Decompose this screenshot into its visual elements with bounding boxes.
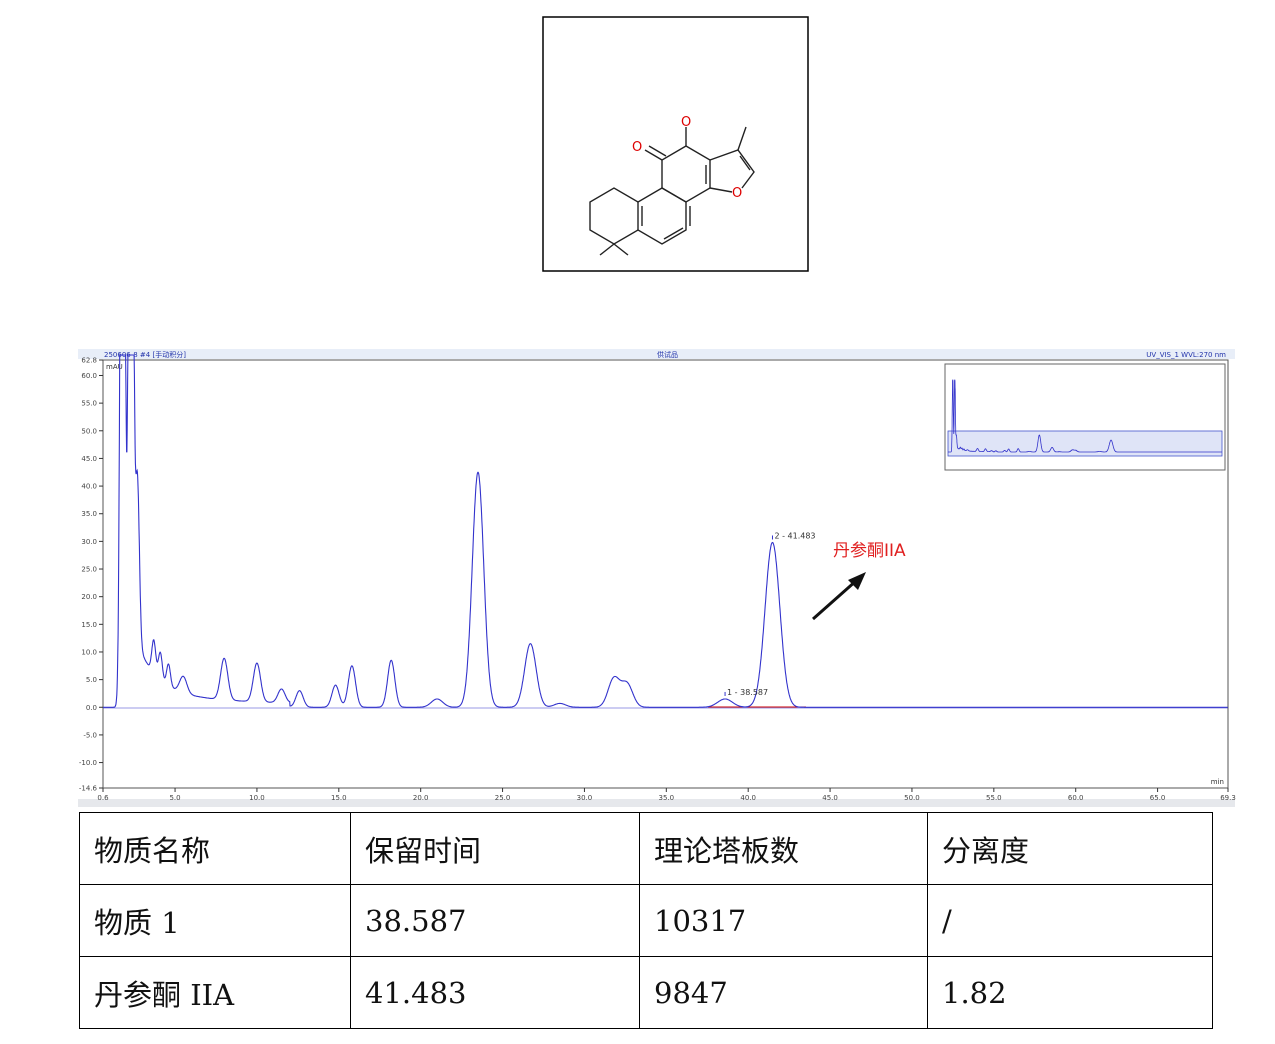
x-tick-label: 55.0 — [986, 794, 1002, 802]
cell: 丹参酮 IIA — [79, 956, 351, 1029]
overview-inset[interactable] — [944, 363, 1226, 471]
chrom-header-center: 供试品 — [657, 350, 678, 359]
cell: 10317 — [639, 884, 928, 957]
peak-label: 1 - 38.587 — [727, 688, 768, 697]
peak-label: 2 - 41.483 — [774, 531, 815, 540]
x-tick-label: 45.0 — [822, 794, 838, 802]
x-tick-label: 60.0 — [1068, 794, 1084, 802]
y-tick-label: 50.0 — [81, 427, 97, 435]
cell: 9847 — [639, 956, 928, 1029]
y-tick-label: -10.0 — [79, 759, 97, 767]
chrom-header-right: UV_VIS_1 WVL:270 nm — [1146, 351, 1226, 359]
header-cell: 物质名称 — [79, 812, 351, 885]
chrom-header-left: 250606-8 #4 [手动积分] — [104, 350, 186, 359]
y-tick-label: 35.0 — [81, 510, 97, 518]
y-tick-label: 10.0 — [81, 648, 97, 656]
header-cell: 理论塔板数 — [639, 812, 928, 885]
atom-label: O — [681, 115, 691, 130]
y-tick-label: -5.0 — [83, 731, 97, 739]
table-header-row: 物质名称 保留时间 理论塔板数 分离度 — [79, 812, 1213, 885]
y-tick-label: 40.0 — [81, 483, 97, 491]
y-tick-label: 25.0 — [81, 566, 97, 574]
chromatogram: 250606-8 #4 [手动积分] 供试品 UV_VIS_1 WVL:270 … — [78, 349, 1236, 807]
x-tick-label: 15.0 — [331, 794, 347, 802]
y-tick-label: 15.0 — [81, 621, 97, 629]
peak-annotation: 丹参酮IIA — [833, 541, 906, 561]
atom-label: O — [732, 186, 742, 201]
y-tick-label: 0.0 — [86, 704, 97, 712]
x-tick-label: 5.0 — [169, 794, 180, 802]
x-tick-label: 20.0 — [413, 794, 429, 802]
header-cell: 保留时间 — [350, 812, 640, 885]
atom-label: O — [632, 140, 642, 155]
chromatogram-trace — [103, 354, 1228, 708]
y-tick-label: 5.0 — [86, 676, 97, 684]
y-tick-label: 45.0 — [81, 455, 97, 463]
y-tick-label: 60.0 — [81, 372, 97, 380]
cell: 1.82 — [927, 956, 1213, 1029]
x-tick-label: 69.3 — [1220, 794, 1236, 802]
table-row: 丹参酮 IIA 41.483 9847 1.82 — [79, 956, 1213, 1029]
y-tick-label: 55.0 — [81, 400, 97, 408]
y-unit: mAU — [106, 363, 123, 371]
x-tick-label: 35.0 — [659, 794, 675, 802]
x-tick-label: 40.0 — [740, 794, 756, 802]
x-unit: min — [1211, 778, 1224, 786]
y-tick-label: 20.0 — [81, 593, 97, 601]
x-tick-label: 30.0 — [577, 794, 593, 802]
y-tick-label: 62.8 — [81, 357, 97, 365]
y-tick-label: -14.6 — [79, 785, 98, 793]
table-row: 物质 1 38.587 10317 / — [79, 884, 1213, 957]
results-table: 物质名称 保留时间 理论塔板数 分离度 物质 1 38.587 10317 / … — [79, 812, 1213, 1029]
cell: 物质 1 — [79, 884, 351, 957]
chemical-structure: O O O — [542, 16, 809, 272]
header-cell: 分离度 — [927, 812, 1213, 885]
x-tick-label: 10.0 — [249, 794, 265, 802]
x-tick-label: 50.0 — [904, 794, 920, 802]
cell: / — [927, 884, 1213, 957]
x-tick-label: 25.0 — [495, 794, 511, 802]
y-tick-label: 30.0 — [81, 538, 97, 546]
cell: 38.587 — [350, 884, 640, 957]
x-tick-label: 0.6 — [97, 794, 109, 802]
cell: 41.483 — [350, 956, 640, 1029]
arrow-icon — [812, 572, 866, 621]
x-tick-label: 65.0 — [1150, 794, 1166, 802]
